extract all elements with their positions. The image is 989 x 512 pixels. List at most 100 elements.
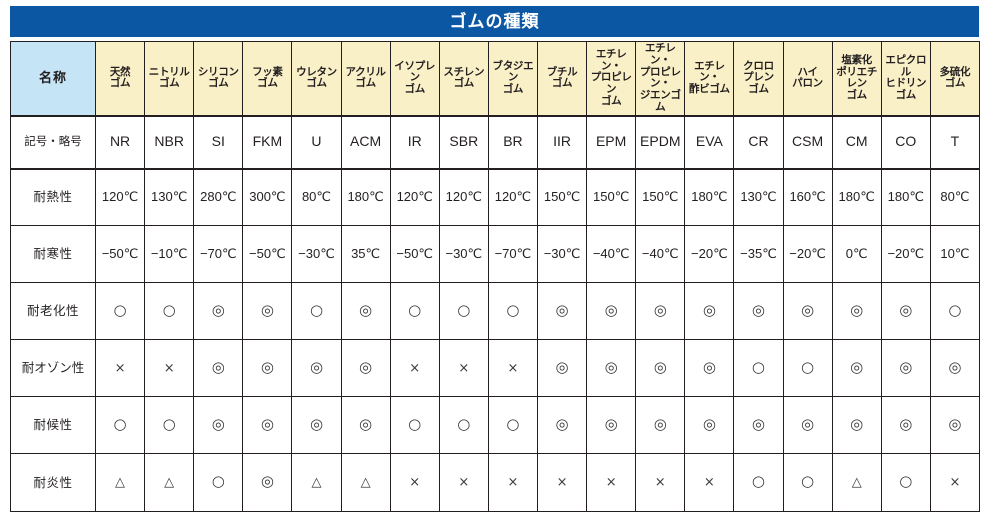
rating-mark: ◎ (751, 414, 766, 433)
cell-weather-resistance-csm: ◎ (782, 396, 833, 454)
cell-ozone-resistance-cr: ○ (733, 339, 784, 397)
column-header-line: ジエンゴム (639, 89, 681, 113)
abbreviation-cell: EPDM (635, 115, 686, 170)
rating-mark: ◎ (260, 300, 274, 319)
cell-cold-resistance-csm: −20℃ (782, 225, 833, 283)
cell-weather-resistance-sbr: ○ (438, 396, 489, 454)
cell-cold-resistance-t: 10℃ (929, 225, 980, 283)
abbreviation-cell: NR (94, 115, 146, 170)
cell-aging-resistance-si: ◎ (193, 282, 244, 340)
row-header-abbreviation: 記号・略号 (10, 115, 96, 170)
rating-mark: ◎ (702, 414, 716, 433)
rating-mark: ○ (751, 357, 766, 376)
column-header-line: エピクロル (885, 53, 927, 78)
rating-mark: ◎ (653, 357, 667, 376)
cell-heat-resistance-nbr: 130℃ (144, 168, 195, 226)
cell-heat-resistance-ir: 120℃ (389, 168, 440, 226)
cell-ozone-resistance-co: ◎ (880, 339, 931, 397)
rating-mark: × (409, 360, 421, 376)
cell-aging-resistance-u: ○ (291, 282, 342, 340)
column-header-br: ブタジエン ゴム (487, 41, 538, 117)
cell-cold-resistance-u: −30℃ (291, 225, 342, 283)
column-header-line: ゴム (109, 77, 131, 90)
rating-mark: ◎ (309, 414, 324, 433)
cell-weather-resistance-epdm: ◎ (635, 396, 686, 454)
cell-ozone-resistance-iir: ◎ (536, 339, 588, 397)
rating-mark: ◎ (359, 414, 373, 433)
cell-weather-resistance-fkm: ◎ (242, 396, 293, 454)
column-header-line: ゴム (600, 94, 622, 107)
abbreviation-cell: IIR (536, 115, 588, 170)
cell-heat-resistance-cm: 180℃ (831, 168, 882, 226)
cell-aging-resistance-eva: ◎ (684, 282, 735, 340)
column-header-acm: アクリル ゴム (340, 41, 391, 117)
rating-mark: ◎ (211, 414, 225, 433)
column-header-line: 多硫化 (939, 65, 971, 78)
cell-flame-resistance-csm: ○ (782, 453, 833, 512)
cell-cold-resistance-iir: −30℃ (536, 225, 588, 283)
rating-mark: ○ (408, 300, 422, 319)
column-header-co: エピクロル ヒドリン ゴム (880, 41, 931, 117)
column-header-line: ハイ (797, 65, 818, 78)
cell-ozone-resistance-nr: × (94, 339, 146, 397)
column-header-si: シリコン ゴム (193, 41, 244, 117)
column-header-cr: クロロ プレン ゴム (733, 41, 784, 117)
column-header-nbr: ニトリル ゴム (144, 41, 195, 117)
cell-aging-resistance-t: ○ (929, 282, 980, 340)
rating-mark: × (114, 360, 126, 376)
column-header-line: ゴム (355, 77, 376, 90)
table-row-weather-resistance: 耐候性 ○ ○ ◎ ◎ ◎ ◎ ○ ○ ○ ◎ ◎ ◎ ◎ ◎ ◎ ◎ ◎ ◎ (10, 396, 980, 454)
rating-mark: × (949, 475, 961, 491)
column-header-line: ゴム (453, 77, 475, 90)
table-row-cold-resistance: 耐寒性 −50℃ −10℃ −70℃ −50℃ −30℃ 35℃ −50℃ −30℃ −70℃ −3… (10, 225, 980, 283)
cell-aging-resistance-cm: ◎ (831, 282, 882, 340)
column-header-csm: ハイ パロン (782, 41, 833, 117)
cell-ozone-resistance-si: ◎ (193, 339, 244, 397)
table-row-aging-resistance: 耐老化性 ○ ○ ◎ ◎ ○ ◎ ○ ○ ○ ◎ ◎ ◎ ◎ ◎ ◎ ◎ ◎ ○ (10, 282, 980, 340)
column-header-line: イソプレン (394, 59, 436, 84)
rating-mark: ○ (506, 300, 520, 319)
rating-mark: × (654, 475, 666, 491)
rating-mark: ◎ (309, 357, 324, 376)
rating-mark: ○ (801, 357, 815, 376)
abbreviation-cell: ACM (340, 115, 391, 170)
cell-aging-resistance-cr: ◎ (733, 282, 784, 340)
cell-flame-resistance-si: ○ (193, 453, 244, 512)
column-header-line: フッ素 (252, 65, 283, 78)
column-header-line: プレン (743, 71, 774, 84)
cell-flame-resistance-co: ○ (880, 453, 931, 512)
rating-mark: ○ (211, 472, 225, 491)
cell-flame-resistance-sbr: × (438, 453, 489, 512)
row-header-heat-resistance: 耐熱性 (10, 168, 96, 226)
column-header-line: ゴム (306, 77, 327, 90)
rating-mark: ○ (113, 414, 127, 433)
cell-heat-resistance-br: 120℃ (487, 168, 538, 226)
cell-ozone-resistance-sbr: × (438, 339, 489, 397)
rating-mark: × (458, 475, 470, 491)
column-header-line: 塩素化 (841, 53, 872, 66)
page-title-bar: ゴムの種類 (10, 6, 979, 37)
cell-weather-resistance-epm: ◎ (586, 396, 637, 454)
rating-mark: × (507, 360, 519, 376)
cell-heat-resistance-sbr: 120℃ (438, 168, 489, 226)
column-header-cm: 塩素化 ポリエチレン ゴム (831, 41, 882, 117)
cell-flame-resistance-epm: × (586, 453, 637, 512)
rating-mark: ○ (457, 414, 471, 433)
rating-mark: ○ (801, 472, 815, 491)
column-header-line: ゴム (257, 77, 278, 90)
rating-mark: ○ (506, 414, 520, 433)
column-header-epdm: エチレン・ プロピレン・ ジエンゴム (635, 41, 686, 117)
rating-mark: ◎ (850, 357, 864, 376)
column-header-line: ゴム (404, 83, 426, 96)
column-header-nr: 天然 ゴム (94, 41, 146, 117)
rating-mark: × (163, 360, 175, 376)
column-header-line: ゴム (748, 83, 769, 96)
column-header-line: アクリル (345, 65, 386, 78)
cell-heat-resistance-fkm: 300℃ (242, 168, 293, 226)
cell-aging-resistance-csm: ◎ (782, 282, 833, 340)
abbreviation-cell: CM (831, 115, 882, 170)
rating-mark: ◎ (260, 357, 274, 376)
cell-aging-resistance-co: ◎ (880, 282, 931, 340)
cell-weather-resistance-acm: ◎ (340, 396, 391, 454)
cell-weather-resistance-iir: ◎ (536, 396, 588, 454)
